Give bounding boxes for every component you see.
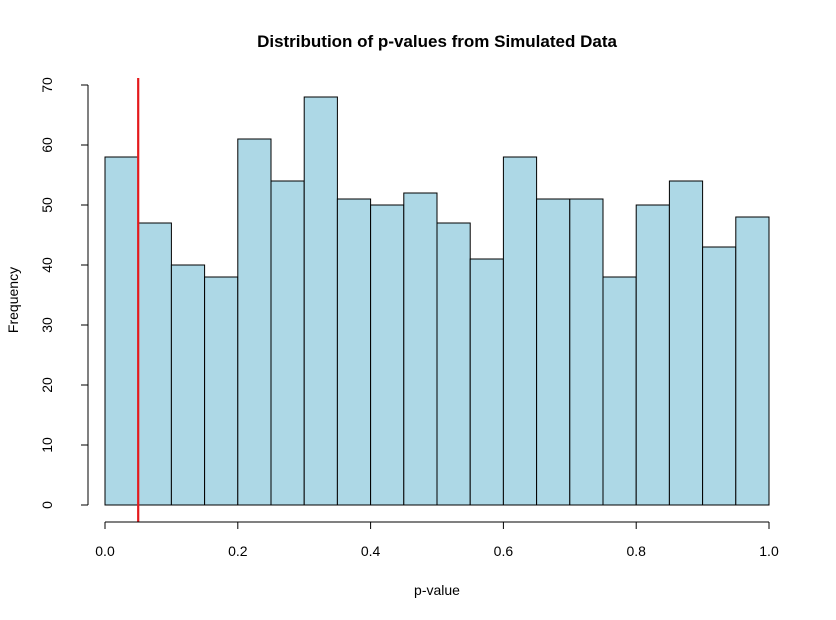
- x-tick-label-1: 0.2: [228, 543, 248, 559]
- y-tick-label-5: 50: [39, 197, 55, 213]
- histogram-bar-12: [502, 156, 538, 506]
- histogram-bar-8: [370, 204, 405, 506]
- bars-group: [104, 96, 770, 506]
- histogram-bar-15: [602, 276, 637, 506]
- x-tick-label-2: 0.4: [361, 543, 381, 559]
- histogram-bar-4: [237, 138, 272, 506]
- histogram-bar-9: [403, 192, 438, 506]
- histogram-bar-19: [735, 216, 770, 506]
- x-tick-label-4: 0.8: [626, 543, 646, 559]
- x-axis-label: p-value: [414, 582, 460, 598]
- histogram-bar-14: [569, 198, 604, 506]
- x-tick-label-0: 0.0: [95, 543, 115, 559]
- histogram-bar-6: [303, 96, 338, 506]
- histogram-bar-5: [270, 180, 305, 506]
- y-axis: 0 10 20 30 40 50 60 70: [39, 77, 89, 509]
- y-tick-label-3: 30: [39, 317, 55, 333]
- histogram-bar-2: [170, 264, 206, 506]
- chart-title: Distribution of p-values from Simulated …: [257, 32, 617, 51]
- histogram-bar-1: [137, 222, 172, 506]
- y-tick-label-7: 70: [39, 77, 55, 93]
- histogram-bar-10: [436, 222, 471, 506]
- x-tick-label-5: 1.0: [759, 543, 779, 559]
- x-axis: 0.0 0.2 0.4 0.6 0.8 1.0: [95, 521, 779, 559]
- histogram-bar-13: [536, 198, 571, 506]
- histogram-bar-7: [336, 198, 372, 506]
- y-tick-label-2: 20: [39, 377, 55, 393]
- y-tick-label-6: 60: [39, 137, 55, 153]
- histogram-bar-18: [702, 246, 737, 506]
- histogram-bar-16: [635, 204, 670, 506]
- y-tick-label-1: 10: [39, 437, 55, 453]
- x-tick-label-3: 0.6: [494, 543, 514, 559]
- histogram-bar-11: [469, 258, 504, 506]
- histogram-bar-3: [204, 276, 239, 506]
- histogram-bar-17: [668, 180, 704, 506]
- y-axis-label: Frequency: [5, 267, 21, 333]
- y-tick-label-4: 40: [39, 257, 55, 273]
- y-tick-label-0: 0: [39, 501, 55, 509]
- histogram-bar-0: [104, 156, 139, 506]
